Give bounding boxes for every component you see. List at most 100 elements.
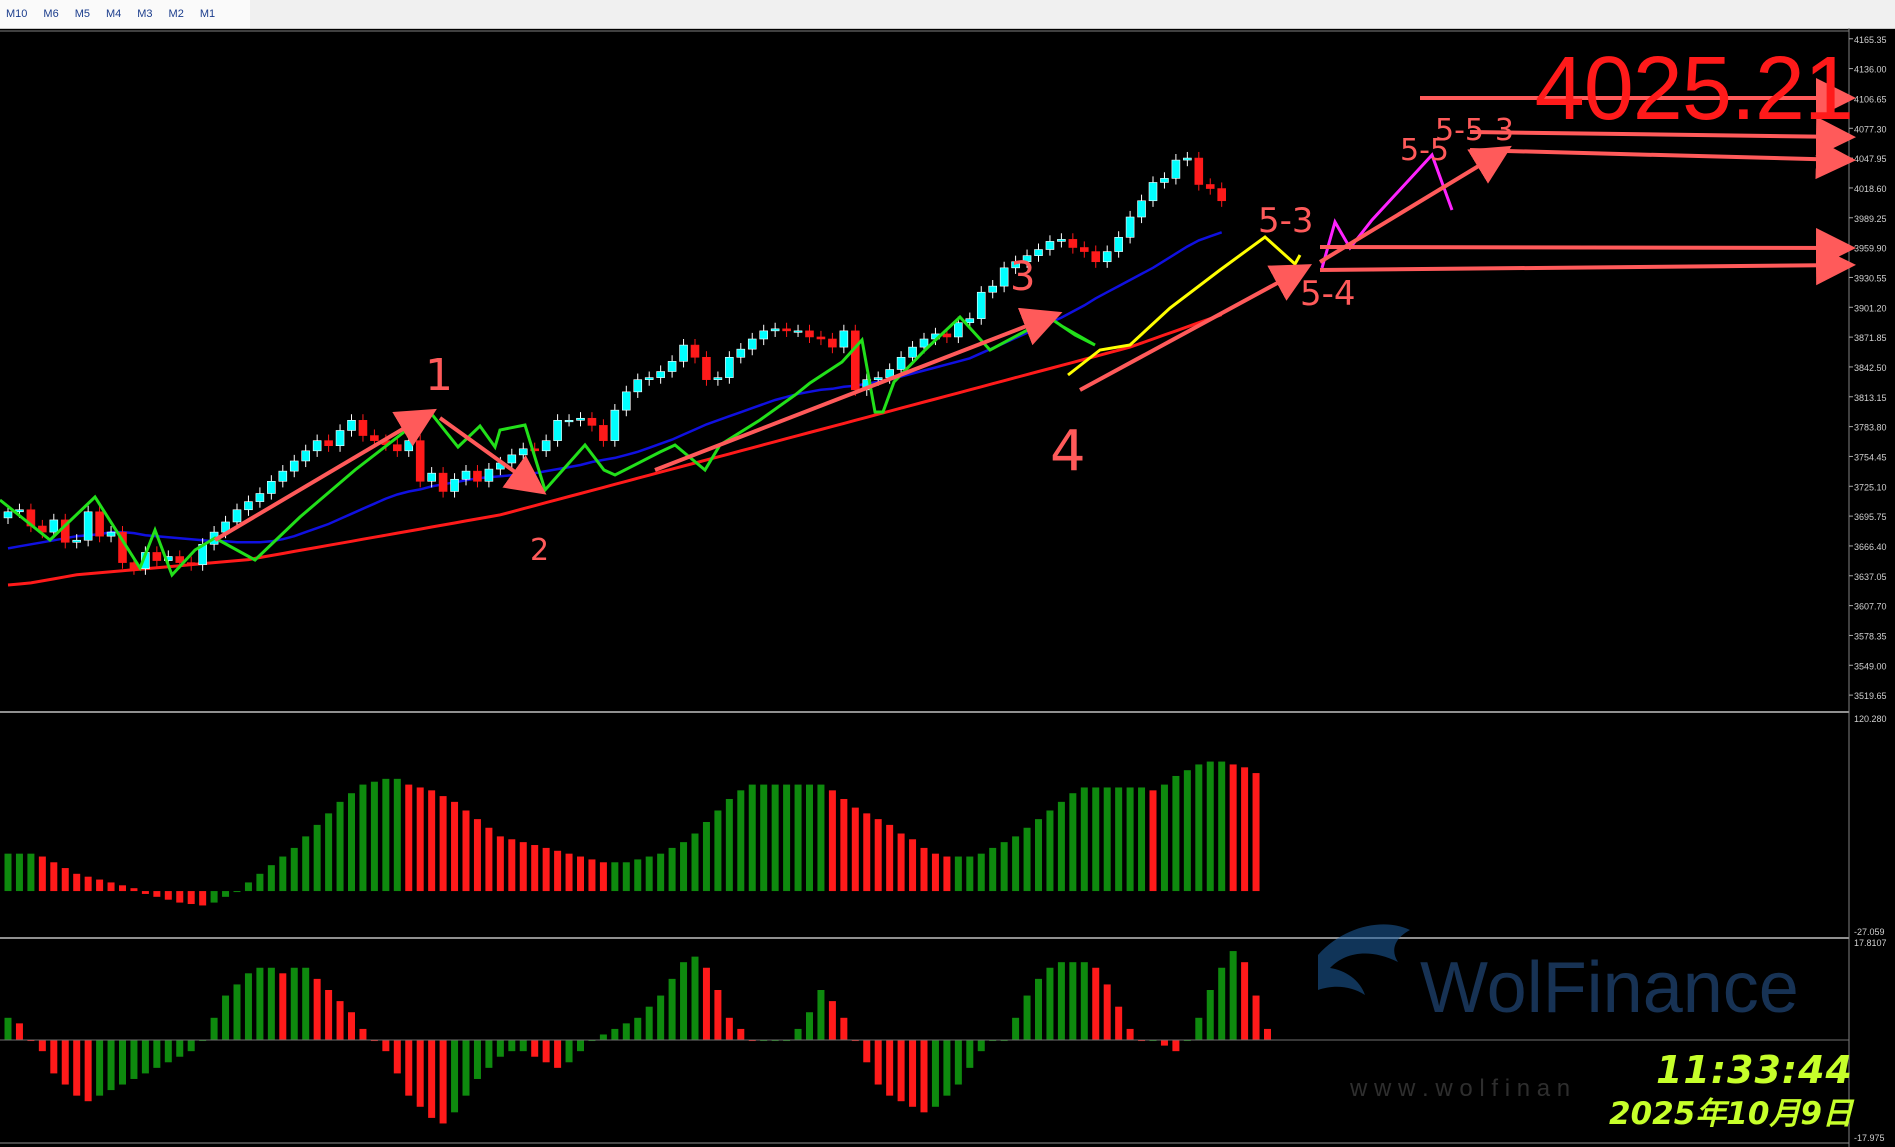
hist-bar-down — [50, 862, 58, 892]
hist-bar-up — [233, 984, 241, 1041]
hist-bar-down — [1264, 1028, 1271, 1041]
timeframe-tab-m10[interactable]: M10 — [6, 8, 28, 20]
hist-bar-up — [771, 784, 779, 892]
hist-bar-down — [565, 853, 573, 892]
hist-bar-up — [1069, 793, 1077, 892]
hist-bar-down — [554, 1040, 562, 1068]
timeframe-tab-m2[interactable]: M2 — [168, 8, 184, 20]
hist-bar-down — [1126, 1028, 1134, 1041]
hist-bar-down — [496, 836, 504, 892]
candle-bull — [1057, 239, 1066, 242]
wave-label-5-5: 5-5 — [1400, 133, 1449, 168]
hist-bar-up — [187, 1040, 195, 1052]
candle-bull — [255, 493, 265, 502]
candle-bear — [1205, 184, 1215, 189]
candle-bull — [908, 346, 917, 358]
candle-bear — [415, 440, 425, 482]
big-price-label: 4025.21 — [1534, 39, 1854, 139]
hist-bar-down — [542, 847, 550, 892]
hist-bar-down — [909, 1040, 917, 1107]
candle-bull — [1045, 241, 1055, 250]
timeframe-tab-m1[interactable]: M1 — [199, 8, 216, 20]
candle-bear — [1091, 251, 1101, 263]
hist-bar-down — [1241, 767, 1249, 892]
timeframe-tab-m3[interactable]: M3 — [137, 8, 153, 20]
hist-bar-up — [783, 784, 791, 892]
hist-bar-up — [634, 859, 642, 892]
hist-bar-up — [691, 833, 699, 892]
hist-bar-down — [508, 839, 516, 892]
price-tick-label: 3901.20 — [1854, 303, 1887, 313]
price-tick-label: 4047.95 — [1854, 154, 1887, 164]
candle-bull — [1183, 157, 1192, 161]
hist-bar-up — [1057, 962, 1065, 1041]
candle-bull — [484, 468, 494, 482]
hist-bar-down — [828, 1001, 836, 1041]
hist-bar-up — [611, 1028, 619, 1041]
candle-bull — [965, 318, 975, 324]
candle-bull — [335, 430, 345, 447]
hist-bar-up — [1206, 989, 1214, 1041]
watermark-text: WolFinance — [1420, 948, 1799, 1028]
hist-bar-down — [84, 876, 92, 892]
hist-bar-down — [1229, 764, 1237, 892]
timeframe-tab-m6[interactable]: M6 — [43, 8, 59, 20]
hist-bar-up — [1046, 967, 1054, 1041]
hist-bar-up — [760, 784, 768, 892]
candle-bear — [370, 435, 379, 441]
hist-bar-up — [1229, 951, 1237, 1041]
candle-bull — [873, 377, 883, 380]
timeframe-tab-m5[interactable]: M5 — [74, 8, 90, 20]
hist-bar-down — [1252, 995, 1260, 1041]
candle-bull — [1114, 237, 1123, 252]
wave-label-1: 1 — [425, 350, 453, 401]
hist-bar-up — [806, 784, 813, 892]
price-tick-label: 3959.90 — [1854, 244, 1887, 254]
clock-date: 2025年10月9日 — [1609, 1096, 1853, 1132]
hist-bar-down — [897, 833, 905, 892]
osc-tick-label: -27.059 — [1854, 927, 1885, 937]
hist-bar-down — [61, 868, 69, 892]
hist-bar-up — [210, 1017, 218, 1041]
ma-slow-path — [7, 313, 1223, 587]
candle-bull — [633, 379, 643, 393]
hist-bar-up — [473, 1040, 481, 1079]
hist-bar-down — [451, 801, 459, 892]
price-tick-label: 3813.15 — [1854, 393, 1887, 403]
hist-bar-up — [210, 891, 218, 903]
ma-fast-line — [7, 231, 1223, 550]
hist-bar-down — [702, 967, 710, 1041]
hist-bar-up — [622, 862, 630, 892]
hist-bar-up — [302, 967, 310, 1041]
candle-bull — [541, 440, 551, 452]
hist-bar-down — [405, 1040, 413, 1096]
candle-bear — [702, 356, 711, 380]
ma-fast-path — [7, 231, 1223, 550]
hist-bar-up — [462, 1040, 470, 1096]
candle-bull — [267, 480, 276, 494]
hist-bar-down — [107, 882, 115, 892]
hist-bar-up — [451, 1040, 459, 1113]
hist-bar-up — [153, 1040, 161, 1068]
hist-bar-up — [599, 1034, 607, 1041]
price-tick-label: 3842.50 — [1854, 363, 1887, 373]
hist-bar-up — [267, 967, 275, 1041]
hist-bar-down — [1115, 1006, 1123, 1041]
candle-bull — [427, 472, 436, 482]
timeframe-toolbar: M10 M6 M5 M4 M3 M2 M1 — [0, 0, 1895, 29]
price-axis: 4165.35 4136.00 4106.65 4077.30 4047.95 4018.… — [1849, 35, 1887, 701]
hist-bar-down — [588, 859, 596, 892]
hist-bar-up — [1160, 784, 1168, 892]
hist-bar-up — [233, 891, 241, 893]
timeframe-tab-m4[interactable]: M4 — [105, 8, 122, 20]
candle-bull — [232, 509, 242, 523]
hist-bar-down — [313, 978, 321, 1041]
wave-label-5-5-3: 5-5-3 — [1435, 113, 1514, 148]
hist-bar-up — [164, 1040, 172, 1063]
hist-bar-up — [977, 1040, 985, 1052]
hist-bar-down — [1252, 773, 1260, 892]
hist-bar-down — [439, 1040, 447, 1124]
candle-bear — [1068, 239, 1078, 248]
hist-bar-down — [153, 891, 161, 897]
